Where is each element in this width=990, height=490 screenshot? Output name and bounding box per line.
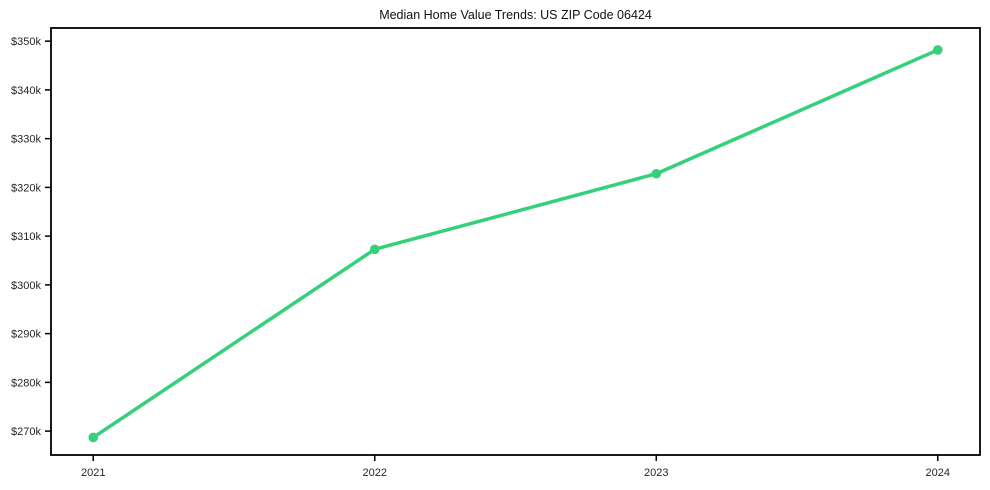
chart-title: Median Home Value Trends: US ZIP Code 06…: [379, 8, 652, 22]
x-tick-label: 2021: [81, 467, 105, 479]
data-point: [932, 45, 943, 55]
y-tick-label: $290k: [11, 329, 41, 341]
y-tick-label: $310k: [11, 231, 41, 243]
y-tick-label: $350k: [11, 36, 41, 48]
y-tick-label: $320k: [11, 182, 41, 194]
trend-line: [91, 48, 940, 440]
plot-border: [50, 27, 981, 456]
data-point: [651, 168, 662, 179]
y-tick-label: $280k: [11, 377, 41, 389]
data-point: [88, 432, 99, 443]
y-tick-label: $300k: [11, 280, 41, 292]
x-tick-label: 2022: [363, 467, 387, 479]
y-tick-label: $340k: [11, 85, 41, 97]
x-tick-label: 2023: [644, 467, 668, 479]
y-tick-label: $270k: [11, 426, 41, 438]
data-point: [369, 244, 380, 255]
x-tick-label: 2024: [926, 467, 950, 479]
y-tick-label: $330k: [11, 134, 41, 146]
